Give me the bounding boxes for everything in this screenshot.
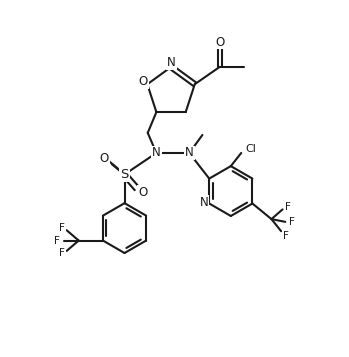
Text: S: S: [120, 168, 129, 181]
Text: F: F: [54, 236, 60, 246]
Text: F: F: [59, 223, 65, 233]
Text: N: N: [200, 196, 208, 209]
Text: O: O: [138, 186, 147, 199]
Text: O: O: [215, 35, 224, 49]
Text: F: F: [59, 248, 65, 258]
Text: N: N: [152, 146, 161, 160]
Text: F: F: [289, 217, 295, 227]
Text: O: O: [139, 75, 148, 88]
Text: F: F: [285, 202, 291, 212]
Text: O: O: [99, 152, 109, 165]
Text: F: F: [283, 231, 289, 241]
Text: N: N: [168, 56, 176, 69]
Text: Cl: Cl: [245, 144, 256, 154]
Text: N: N: [185, 146, 194, 160]
